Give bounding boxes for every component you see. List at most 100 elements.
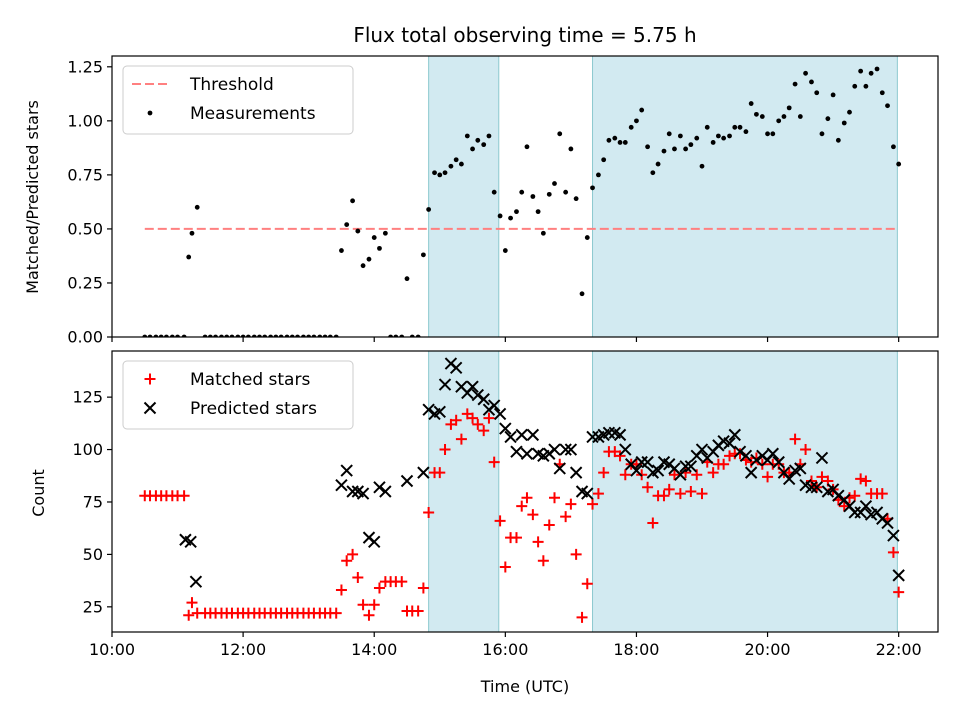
- data-point: [723, 437, 736, 450]
- data-point: [587, 498, 599, 510]
- data-point: [685, 486, 697, 497]
- x-tick-label: 22:00: [876, 640, 922, 659]
- data-point: [792, 81, 798, 87]
- data-point: [449, 361, 463, 374]
- data-point: [634, 118, 639, 124]
- data-point: [841, 120, 847, 126]
- data-point: [487, 399, 501, 412]
- y-tick-label: 100: [72, 440, 103, 459]
- data-point: [432, 170, 437, 176]
- series-matched-stars: [139, 408, 905, 623]
- data-point: [596, 172, 601, 178]
- data-point: [493, 407, 507, 421]
- data-point: [422, 403, 435, 416]
- data-point: [694, 135, 700, 141]
- data-point: [613, 428, 627, 442]
- data-point: [439, 444, 451, 456]
- data-point: [677, 133, 683, 139]
- data-point: [772, 455, 785, 469]
- data-point: [379, 485, 392, 498]
- legend-1: Matched stars Predicted stars: [122, 360, 354, 430]
- top-y-axis-label: Matched/Predicted stars: [23, 100, 42, 294]
- data-point: [515, 428, 528, 442]
- data-point: [892, 569, 905, 582]
- data-point: [453, 157, 459, 163]
- data-point: [838, 500, 850, 512]
- data-point: [350, 198, 355, 204]
- legend-label: Measurements: [190, 104, 316, 124]
- data-point: [858, 68, 864, 74]
- data-point: [744, 466, 758, 479]
- legend-label: Threshold: [189, 75, 274, 95]
- data-point: [724, 450, 736, 462]
- observing-span-0: [428, 55, 500, 338]
- data-point: [794, 462, 807, 475]
- data-point: [876, 488, 888, 500]
- data-point: [404, 276, 410, 282]
- data-point: [497, 213, 503, 219]
- y-tick-label: 1.00: [67, 111, 103, 130]
- legend-box: [122, 360, 354, 430]
- data-point: [569, 466, 583, 479]
- data-point: [183, 609, 195, 621]
- data-point: [750, 453, 763, 467]
- data-point: [879, 90, 885, 96]
- data-point: [650, 170, 656, 176]
- data-point: [184, 535, 197, 549]
- data-point: [887, 546, 899, 558]
- data-point: [526, 428, 540, 442]
- data-point: [417, 582, 429, 594]
- series-measurements: [142, 66, 902, 337]
- data-point: [570, 548, 582, 560]
- legend-swatch: [147, 110, 153, 116]
- data-point: [762, 471, 774, 483]
- data-point: [732, 124, 738, 130]
- y-tick-label: 1.25: [67, 57, 103, 76]
- data-point: [530, 194, 536, 199]
- data-point: [450, 414, 462, 426]
- data-point: [810, 481, 823, 494]
- data-point: [874, 66, 880, 72]
- data-point: [770, 131, 776, 137]
- data-point: [715, 133, 721, 139]
- data-point: [679, 460, 692, 473]
- legend-swatch: [144, 373, 156, 385]
- data-point: [347, 548, 359, 560]
- legend-swatch: [143, 401, 157, 415]
- series-predicted-stars: [179, 357, 905, 588]
- data-point: [737, 124, 743, 130]
- data-point: [614, 450, 626, 462]
- data-point: [592, 488, 604, 500]
- data-point: [455, 433, 467, 445]
- data-point: [434, 467, 446, 479]
- data-point: [535, 209, 541, 215]
- data-point: [579, 291, 585, 297]
- data-point: [573, 196, 579, 202]
- data-point: [674, 488, 686, 500]
- data-point: [532, 536, 544, 548]
- data-point: [559, 443, 572, 456]
- data-point: [563, 189, 569, 195]
- data-point: [340, 464, 353, 477]
- y-tick-label: 125: [72, 388, 103, 407]
- data-point: [881, 516, 894, 530]
- data-point: [825, 116, 831, 122]
- data-point: [438, 378, 452, 391]
- data-point: [800, 444, 812, 456]
- data-point: [420, 252, 426, 258]
- data-point: [549, 492, 560, 504]
- data-point: [475, 137, 481, 143]
- data-point: [371, 235, 377, 240]
- data-point: [471, 388, 485, 402]
- data-point: [356, 487, 370, 500]
- data-point: [552, 181, 557, 186]
- data-point: [617, 140, 623, 145]
- data-point: [335, 584, 347, 596]
- data-point: [642, 481, 654, 493]
- axes-frame-1: [111, 350, 939, 633]
- chart-title: Flux total observing time = 5.75 h: [353, 23, 696, 47]
- data-point: [835, 137, 841, 143]
- data-point: [412, 605, 424, 617]
- data-point: [186, 254, 192, 260]
